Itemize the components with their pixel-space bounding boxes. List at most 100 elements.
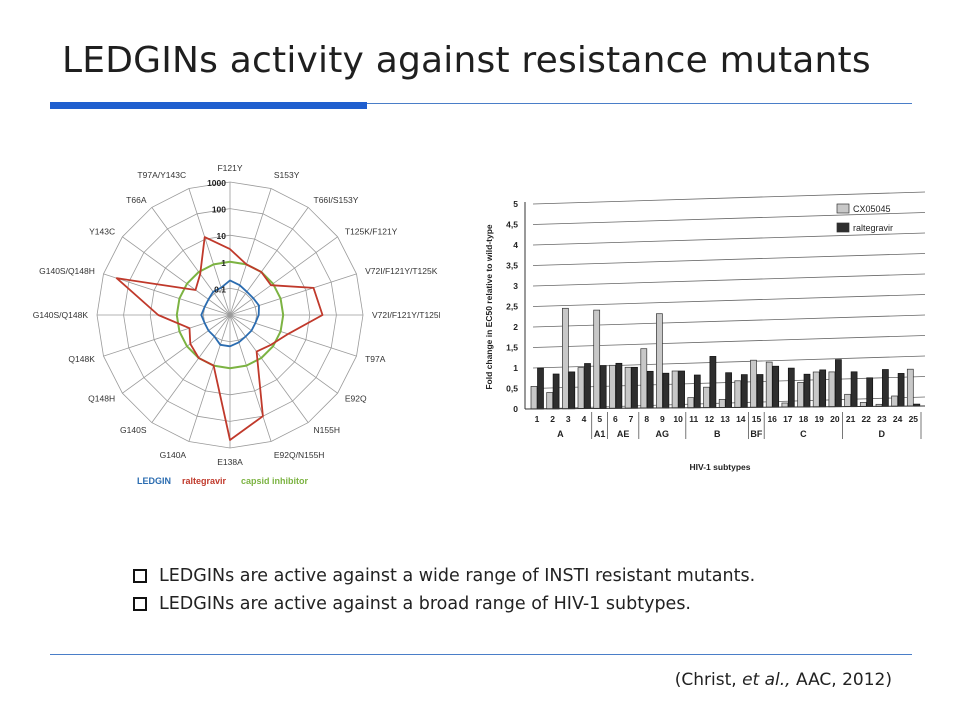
bar-raltegravir bbox=[897, 373, 905, 407]
radar-axis-label: E92Q/N155H bbox=[274, 450, 325, 460]
bar-cx05045 bbox=[624, 366, 632, 409]
bar-xtick-label: 10 bbox=[673, 414, 683, 424]
radar-spoke bbox=[229, 236, 338, 316]
bar-cx05045 bbox=[906, 368, 914, 407]
bar-xtick-label: 2 bbox=[550, 414, 555, 424]
radar-axis-label: T97A bbox=[365, 354, 386, 364]
radar-spoke bbox=[122, 236, 231, 316]
radar-axis-label: E92Q bbox=[345, 394, 367, 404]
title-divider bbox=[50, 103, 912, 104]
bar-raltegravir bbox=[803, 373, 811, 408]
bar-xtick-label: 9 bbox=[660, 414, 665, 424]
radar-spoke bbox=[103, 273, 231, 316]
bar-ytick-label: 0 bbox=[513, 404, 518, 414]
radar-axis-label: G140S/Q148K bbox=[33, 310, 89, 320]
citation-close: AAC, 2012) bbox=[790, 670, 892, 690]
bar-gridline bbox=[532, 335, 926, 348]
bar-cx05045 bbox=[718, 399, 726, 408]
footer-divider bbox=[50, 654, 912, 655]
bullet-item: LEDGINs are active against a broad range… bbox=[133, 590, 755, 618]
radar-spoke bbox=[229, 314, 338, 394]
bar-ytick-label: 4,5 bbox=[506, 220, 518, 230]
bar-legend-swatch bbox=[836, 203, 850, 214]
radar-spoke bbox=[229, 314, 357, 357]
bar-raltegravir bbox=[819, 369, 827, 408]
bar-cx05045 bbox=[577, 367, 585, 409]
bar-cx05045 bbox=[671, 370, 679, 409]
bar-cx05045 bbox=[781, 402, 789, 408]
bar-xtick-label: 16 bbox=[767, 414, 777, 424]
radar-axis-label: T97A/Y143C bbox=[137, 170, 186, 180]
bar-cx05045 bbox=[765, 361, 773, 408]
radar-axis-label: S153Y bbox=[274, 170, 300, 180]
bar-gridline bbox=[532, 232, 926, 246]
radar-ring-labels: 1000 100 10 1 0.1 bbox=[207, 178, 226, 294]
bar-group-label: A1 bbox=[594, 429, 606, 439]
radar-ring-label: 100 bbox=[212, 205, 226, 215]
radar-axis-label: T125K/F121Y bbox=[345, 227, 398, 237]
bar-gridline bbox=[532, 212, 926, 225]
bar-raltegravir bbox=[552, 373, 560, 410]
bar-raltegravir bbox=[756, 374, 764, 408]
bar-cx05045 bbox=[687, 397, 695, 409]
bar-raltegravir bbox=[787, 367, 795, 408]
bar-gridline bbox=[532, 253, 926, 266]
bar-xtick-label: 8 bbox=[644, 414, 649, 424]
radar-axis-label: T66I/S153Y bbox=[314, 195, 359, 205]
bar-cx05045 bbox=[546, 392, 554, 410]
bar-gridline bbox=[532, 314, 926, 328]
bar-raltegravir bbox=[882, 369, 889, 407]
radar-axis-label: V72I/F121Y/T125K/V151I bbox=[372, 310, 440, 320]
bar-cx05045 bbox=[797, 382, 804, 408]
bar-cx05045 bbox=[640, 348, 648, 409]
bar-xtick-label: 18 bbox=[799, 414, 809, 424]
bar-group-label: A bbox=[557, 429, 564, 439]
bar-legend-entry: raltegravir bbox=[853, 223, 893, 233]
bar-xtick-label: 19 bbox=[814, 414, 824, 424]
bar-xtick-label: 22 bbox=[861, 414, 871, 424]
bar-raltegravir bbox=[835, 359, 842, 408]
bar-xtick-label: 7 bbox=[629, 414, 634, 424]
bar-cx05045 bbox=[844, 393, 851, 407]
bar-xtick-label: 24 bbox=[893, 414, 903, 424]
bar-gridline bbox=[532, 191, 926, 205]
bar-raltegravir bbox=[850, 371, 858, 408]
bar-xtick-label: 11 bbox=[689, 414, 698, 424]
radar-axis-label: F121Y bbox=[217, 163, 242, 173]
radar-series-raltegravir bbox=[115, 236, 324, 441]
citation-open: (Christ, bbox=[674, 670, 743, 690]
bar-xtick-label: 4 bbox=[582, 414, 587, 424]
bar-xtick-label: 17 bbox=[783, 414, 793, 424]
radar-spoke bbox=[103, 314, 231, 357]
radar-spoke bbox=[229, 314, 272, 442]
bar-group-label: AG bbox=[656, 429, 670, 439]
bar-group-label: AE bbox=[617, 429, 630, 439]
bullet-list: LEDGINs are active against a wide range … bbox=[133, 562, 755, 618]
bar-cx05045 bbox=[734, 380, 742, 408]
bar-cx05045 bbox=[609, 364, 616, 409]
bar-ytick-label: 5 bbox=[513, 199, 518, 209]
bar-raltegravir bbox=[725, 372, 732, 408]
bar-gridline bbox=[532, 273, 926, 287]
bar-group-label: C bbox=[800, 429, 807, 439]
bar-xtick-label: 23 bbox=[877, 414, 887, 424]
bar-ytick-label: 3,5 bbox=[506, 261, 518, 271]
bar-raltegravir bbox=[584, 363, 591, 409]
bar-xtick-label: 15 bbox=[752, 414, 762, 424]
bar-xtick-label: 6 bbox=[613, 414, 618, 424]
slide-title: LEDGINs activity against resistance muta… bbox=[62, 40, 871, 81]
citation-italic: et al., bbox=[742, 670, 791, 690]
checkbox-bullet-icon bbox=[133, 597, 147, 611]
bar-xtick-label: 14 bbox=[736, 414, 746, 424]
radar-legend-entry: LEDGIN bbox=[137, 476, 171, 486]
bar-raltegravir bbox=[631, 366, 638, 409]
bar-raltegravir bbox=[537, 367, 544, 410]
bar-xtick-label: 20 bbox=[830, 414, 840, 424]
bar-xtick-label: 13 bbox=[720, 414, 730, 424]
radar-spoke bbox=[188, 314, 231, 442]
radar-axis-label: G140S bbox=[120, 425, 147, 435]
bar-group-label: B bbox=[714, 429, 721, 439]
radar-spoke bbox=[151, 314, 231, 423]
bar-ytick-label: 2,5 bbox=[506, 302, 518, 312]
bar-cx05045 bbox=[562, 307, 569, 410]
